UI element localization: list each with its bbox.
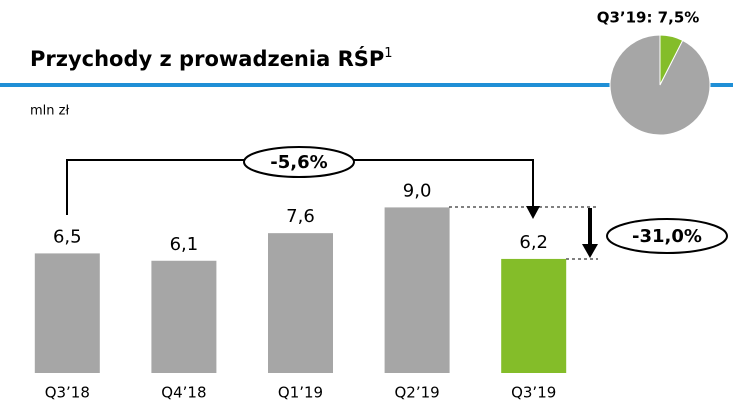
x-tick-label: Q2’19	[394, 384, 439, 402]
x-tick-label: Q4’18	[161, 384, 206, 402]
value-label: 9,0	[403, 180, 432, 201]
bar	[384, 207, 450, 373]
value-label: 6,5	[53, 226, 82, 247]
title-text: Przychody z prowadzenia RŚP	[30, 46, 384, 71]
value-label: 6,1	[170, 234, 199, 255]
title-superscript: 1	[384, 46, 392, 61]
value-label: 6,2	[519, 232, 548, 253]
annotation-oval	[243, 146, 355, 178]
value-label: 7,6	[286, 206, 315, 227]
chart-title: Przychody z prowadzenia RŚP1	[30, 46, 393, 72]
annotation: -31,0%	[632, 226, 702, 247]
pie-slice	[609, 34, 711, 136]
x-tick-label: Q3’19	[511, 384, 556, 402]
bar	[34, 253, 100, 373]
bar	[268, 233, 333, 373]
bar	[151, 260, 217, 373]
annotation-oval	[606, 218, 728, 254]
arrow-head	[582, 244, 598, 258]
x-tick-label: Q1’19	[278, 384, 323, 402]
annotation: -5,6%	[270, 152, 327, 173]
arrow-head	[526, 206, 540, 219]
pie-title: Q3’19: 7,5%	[597, 9, 700, 27]
bar	[501, 258, 567, 373]
subtitle: mln zł	[30, 104, 69, 119]
x-tick-label: Q3’18	[45, 384, 90, 402]
title-rule	[0, 83, 733, 87]
bracket	[66, 159, 534, 215]
